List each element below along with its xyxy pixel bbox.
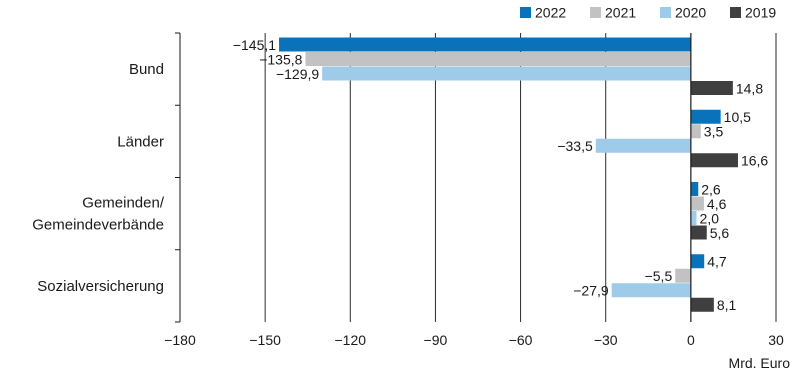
data-label: 3,5 [704,124,724,140]
legend-label: 2020 [675,5,706,21]
x-axis-label: Mrd. Euro [729,355,791,371]
legend-item: 2019 [730,5,776,21]
legend-item: 2022 [520,5,566,21]
data-label: 5,6 [710,225,730,241]
bar [690,182,699,196]
data-label: −145,1 [233,37,276,53]
data-label: 14,8 [736,80,763,96]
bar [690,211,697,225]
legend-item: 2021 [590,5,636,21]
bar [690,81,733,95]
bar [611,283,691,298]
x-tick-label: −120 [335,332,367,348]
x-tick-label: −180 [164,332,196,348]
bar [595,138,691,153]
legend-label: 2021 [605,5,636,21]
data-label: 2,6 [701,181,721,197]
legend-swatch [590,7,601,18]
legend-item: 2020 [660,5,706,21]
legend-swatch [520,7,531,18]
data-label: −5,5 [645,268,673,284]
data-label: 4,6 [707,196,727,212]
legend-swatch [660,7,671,18]
data-labels: −145,1 10,5 2,6 4,7 −135,8 3,5 4,6 −5,5 −129,9 −3… [233,37,769,313]
x-tick-label: 30 [768,332,784,348]
legend-swatch [730,7,741,18]
x-tick-label: −30 [594,332,618,348]
legend: 2022 2021 2020 2019 [520,5,776,21]
data-label: 4,7 [707,254,727,270]
bar [322,66,691,81]
x-tick-label: −60 [509,332,533,348]
bar [690,109,721,124]
axes: Bund Länder Gemeinden/Gemeindeverbände Sozi… [32,32,791,371]
bar [279,37,691,52]
category-label: Sozialversicherung [37,278,164,295]
legend-label: 2019 [745,5,776,21]
data-label: 2,0 [700,210,720,226]
category-label: Bund [129,61,164,78]
data-label: −129,9 [276,66,319,82]
bar [690,254,705,269]
legend-label: 2022 [535,5,566,21]
bar [690,153,738,168]
bar [690,124,701,139]
x-tick-label: −90 [424,332,448,348]
data-label: 8,1 [717,297,737,313]
data-label: 10,5 [724,109,751,125]
data-label: −135,8 [259,51,302,67]
bar [690,297,714,312]
x-tick-label: −150 [249,332,281,348]
data-label: 16,6 [741,153,768,169]
data-label: −27,9 [573,283,609,299]
category-label: Länder [117,133,164,150]
bar [305,52,691,66]
bars [279,37,738,312]
gridlines [264,33,777,322]
bar [690,196,704,211]
bar [675,268,691,283]
data-label: −33,5 [557,138,593,154]
x-tick-label: 0 [687,332,695,348]
category-label: Gemeinden/ [82,195,165,212]
bar [690,225,707,240]
category-label: Gemeindeverbände [32,217,164,234]
